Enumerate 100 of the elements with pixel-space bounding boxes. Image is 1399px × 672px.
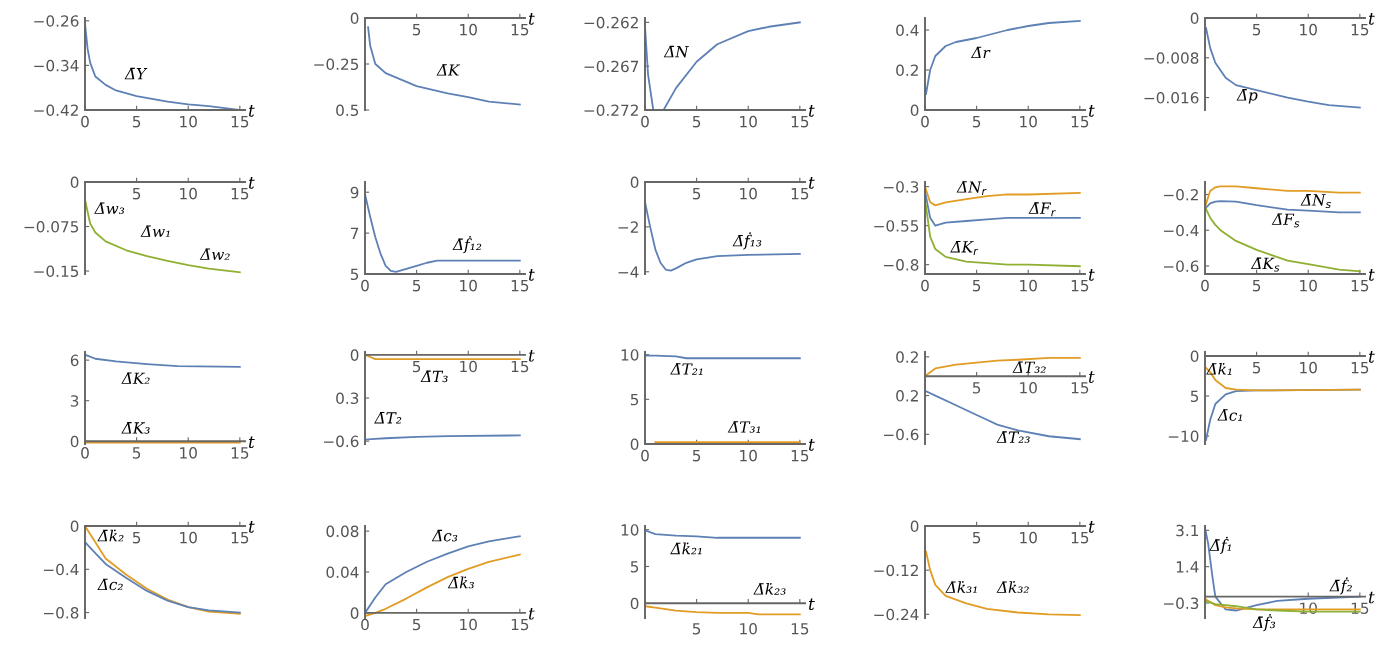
x-tick-label: 10 bbox=[180, 447, 197, 459]
x-tick-label: 5 bbox=[1252, 280, 1261, 292]
x-tick-label: 0 bbox=[921, 115, 929, 128]
x-tick-label: 10 bbox=[460, 618, 477, 631]
y-tick-label: −0.267 bbox=[584, 60, 639, 73]
x-axis-title: t bbox=[528, 269, 535, 281]
annotation: Δ̄T₂₃ bbox=[996, 431, 1030, 443]
y-tick-label: −0.6 bbox=[1163, 260, 1199, 272]
y-tick-label: −0.008 bbox=[1144, 52, 1199, 64]
y-tick-label: 5 bbox=[350, 268, 359, 281]
x-tick-label: 15 bbox=[231, 532, 249, 544]
y-tick-label: −0.272 bbox=[584, 104, 638, 117]
y-tick-label: −0.34 bbox=[34, 59, 79, 72]
x-axis-title: t bbox=[248, 105, 255, 117]
annotation: Δ̄Y bbox=[124, 67, 148, 80]
y-tick-label: 7 bbox=[350, 227, 359, 239]
x-tick-label: 15 bbox=[1351, 280, 1369, 292]
y-tick-label: 3 bbox=[70, 395, 79, 407]
y-tick-label: −4 bbox=[618, 266, 639, 278]
x-axis-title: t bbox=[808, 598, 815, 610]
x-tick-label: 0 bbox=[361, 618, 369, 631]
annotation: Δ̄ḟ₁ bbox=[1209, 536, 1231, 554]
annotation: Δ̄k̇₁ bbox=[1206, 362, 1232, 375]
x-tick-label: 5 bbox=[1252, 362, 1261, 374]
x-tick-label: 5 bbox=[692, 116, 701, 128]
annotation: Δ̄p bbox=[1236, 89, 1258, 104]
annotation: Δ̄w₃ bbox=[94, 202, 125, 214]
annotation: Δ̄K bbox=[436, 64, 461, 76]
y-tick-label: 0 bbox=[630, 176, 639, 189]
x-tick-label: 5 bbox=[132, 447, 141, 459]
x-tick-label: 15 bbox=[1071, 280, 1089, 292]
annotation: Δ̄T₂₁ bbox=[670, 363, 703, 375]
y-tick-label: 0.2 bbox=[896, 390, 918, 402]
y-tick-label: −0.3 bbox=[1163, 597, 1199, 610]
y-tick-label: 0.04 bbox=[326, 566, 359, 579]
x-axis-title: t bbox=[1368, 351, 1375, 363]
x-tick-label: 15 bbox=[1071, 382, 1089, 394]
y-tick-label: −0.8 bbox=[43, 607, 79, 619]
x-tick-label: 15 bbox=[1351, 362, 1369, 374]
y-tick-label: −0.42 bbox=[34, 104, 78, 117]
y-tick-label: 0.2 bbox=[896, 351, 918, 363]
annotation: Δ̄N bbox=[663, 45, 690, 58]
x-axis-title: t bbox=[1368, 269, 1375, 281]
annotation: Δ̄K₂ bbox=[121, 372, 150, 384]
y-tick-label: 0 bbox=[70, 176, 79, 189]
x-tick-label: 5 bbox=[972, 116, 981, 128]
annotation: Δ̄N$_{r}$ bbox=[956, 181, 987, 196]
x-axis-title: t bbox=[248, 436, 255, 448]
y-tick-label: −0.4 bbox=[43, 563, 79, 576]
y-tick-label: 0 bbox=[910, 104, 919, 117]
y-tick-label: 0.08 bbox=[326, 525, 359, 538]
y-tick-label: −0.4 bbox=[1163, 224, 1199, 237]
annotation: Δ̄K$_{s}$ bbox=[1250, 257, 1280, 272]
x-tick-label: 0 bbox=[361, 279, 369, 292]
y-tick-label: −0.26 bbox=[34, 15, 79, 27]
y-tick-label: 1.4 bbox=[1176, 561, 1199, 573]
x-axis-title: t bbox=[1368, 13, 1375, 25]
x-axis-title: t bbox=[1088, 105, 1095, 117]
x-tick-label: 0 bbox=[81, 115, 89, 128]
x-tick-label: 5 bbox=[972, 382, 981, 394]
x-tick-label: 0 bbox=[1201, 279, 1209, 292]
y-tick-label: 0 bbox=[910, 520, 919, 533]
x-axis-title: t bbox=[1088, 521, 1095, 533]
annotation: Δ̄c₁ bbox=[1217, 409, 1242, 421]
x-tick-label: 15 bbox=[791, 450, 809, 462]
annotation: Δ̄K$_{r}$ bbox=[950, 241, 979, 255]
y-tick-label: 0.2 bbox=[896, 64, 918, 77]
annotation: Δ̄k̇₂ bbox=[97, 529, 124, 542]
y-tick-label: 6 bbox=[70, 354, 79, 367]
y-tick-label: 0 bbox=[1190, 350, 1199, 363]
x-tick-label: 10 bbox=[180, 531, 197, 544]
x-tick-label: 5 bbox=[692, 623, 701, 635]
annotation: Δ̄ḟ₂ bbox=[1329, 577, 1352, 595]
x-tick-label: 15 bbox=[231, 116, 249, 128]
y-tick-label: 9 bbox=[350, 186, 359, 199]
x-axis-title: t bbox=[808, 177, 815, 189]
y-tick-label: 5 bbox=[1190, 390, 1199, 403]
y-tick-label: 5 bbox=[630, 394, 639, 406]
x-tick-label: 15 bbox=[1071, 532, 1089, 544]
x-tick-label: 15 bbox=[231, 188, 249, 200]
y-tick-label: −0.016 bbox=[1144, 92, 1199, 104]
x-tick-label: 15 bbox=[511, 280, 529, 292]
x-axis-title: t bbox=[808, 105, 815, 117]
annotation: Δ̄c₂ bbox=[97, 578, 123, 591]
annotation: Δ̄k̇₃₁ bbox=[945, 581, 977, 593]
annotation: Δ̄r bbox=[970, 46, 991, 59]
y-tick-label: −0.12 bbox=[874, 564, 918, 577]
y-tick-label: 0.4 bbox=[896, 24, 919, 37]
y-tick-label: −0.075 bbox=[24, 220, 79, 233]
x-tick-label: 0 bbox=[641, 449, 649, 462]
annotation: Δ̄k̇₂₃ bbox=[753, 582, 786, 595]
x-tick-label: 10 bbox=[1300, 361, 1317, 374]
y-tick-label: 0 bbox=[70, 435, 79, 448]
y-tick-label: −0.24 bbox=[874, 608, 919, 621]
x-tick-label: 5 bbox=[412, 280, 421, 292]
y-tick-label: 0 bbox=[630, 438, 639, 451]
x-axis-title: t bbox=[808, 439, 815, 451]
x-tick-label: 15 bbox=[1071, 116, 1089, 128]
x-tick-label: 10 bbox=[740, 622, 757, 635]
annotation: Δ̄ḟ₁₂ bbox=[452, 235, 482, 254]
